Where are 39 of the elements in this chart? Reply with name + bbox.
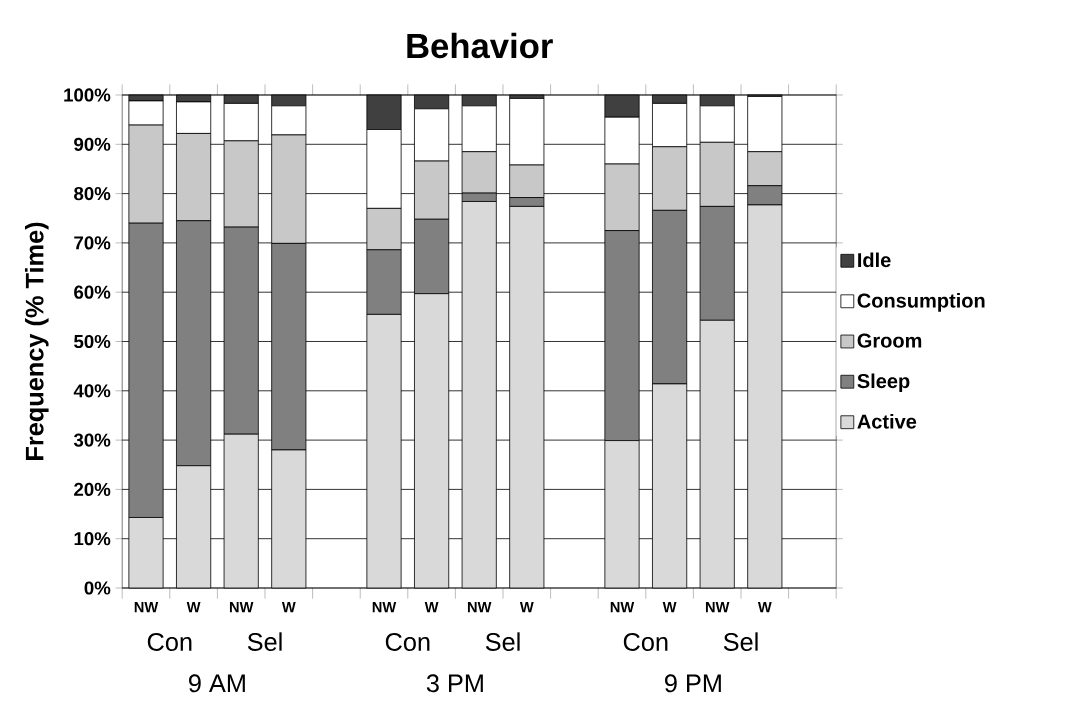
x-tick-label: NW [372, 602, 397, 613]
y-tick-label: 10% [74, 532, 111, 546]
y-tick-label: 70% [74, 236, 111, 250]
legend-label: Idle [858, 252, 891, 268]
x-tick-label: W [424, 602, 439, 613]
y-tick-label: 60% [74, 285, 111, 299]
x-tick-label: W [757, 602, 772, 613]
y-tick-label: 20% [74, 482, 111, 497]
x-tick-label: NW [134, 602, 159, 613]
x-tick-label: NW [229, 602, 254, 613]
y-tick-label: 40% [73, 384, 111, 398]
text: Con [385, 632, 430, 651]
text: 9 AM [189, 674, 245, 693]
y-tick-label: 0% [84, 581, 111, 595]
x-tick-label: W [519, 602, 534, 613]
legend-label: Groom [857, 333, 922, 348]
chart-title: Behavior [407, 32, 553, 59]
y-tick-label: 80% [74, 186, 111, 201]
x-tick-label: W [281, 602, 296, 613]
text: 9 PM [665, 674, 721, 693]
text: Con [147, 632, 192, 651]
y-tick-label: 100% [64, 88, 111, 102]
text: Sel [485, 632, 520, 651]
x-tick-label: W [186, 602, 201, 613]
text: Sel [723, 632, 758, 651]
y-tick-label: 90% [74, 137, 111, 151]
text: Sel [247, 632, 282, 651]
legend-label: Sleep [857, 373, 910, 393]
x-tick-label: NW [467, 602, 492, 613]
text: 3 PM [426, 674, 483, 693]
legend-label: Active [857, 413, 917, 429]
legend-label: Consumption [857, 293, 985, 312]
y-tick-label: 30% [73, 433, 111, 447]
text: Con [623, 632, 668, 651]
x-tick-label: W [662, 602, 677, 613]
y-axis-title: Frequency (% Time) [24, 222, 49, 460]
y-tick-label: 50% [74, 334, 111, 349]
x-tick-label: NW [705, 602, 730, 613]
x-tick-label: NW [610, 602, 635, 613]
